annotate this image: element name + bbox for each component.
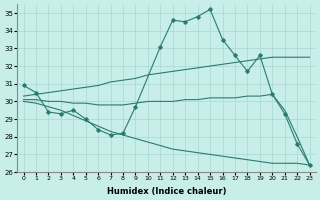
- X-axis label: Humidex (Indice chaleur): Humidex (Indice chaleur): [107, 187, 226, 196]
